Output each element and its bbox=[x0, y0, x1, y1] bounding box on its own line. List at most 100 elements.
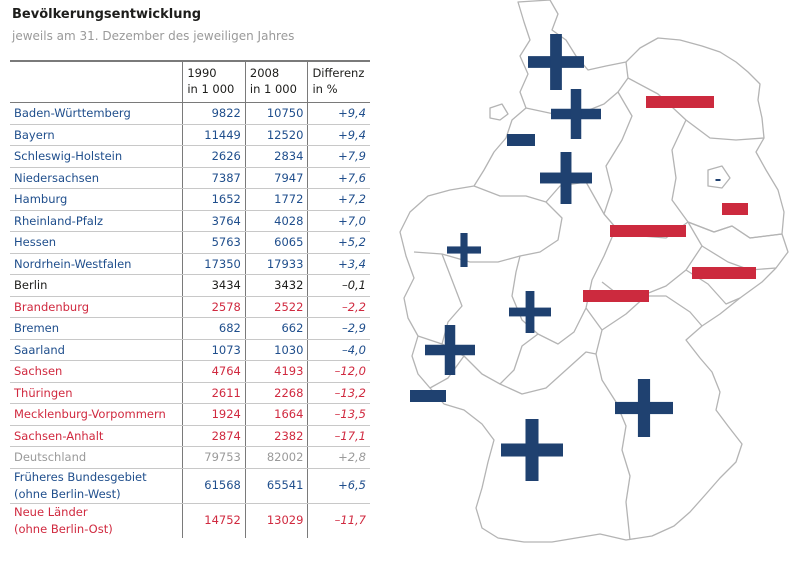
row-name: Brandenburg bbox=[10, 296, 184, 318]
value-diff: +7,2 bbox=[307, 188, 370, 211]
row-name-text: Berlin bbox=[14, 278, 48, 293]
row-name-text: Mecklenburg-Vorpommern bbox=[14, 407, 166, 422]
row-name: Niedersachsen bbox=[10, 167, 184, 189]
border-ni-st bbox=[603, 91, 633, 229]
chart-subtitle: jeweils am 31. Dezember des jeweiligen J… bbox=[12, 29, 295, 43]
value-2008: 2382 bbox=[245, 425, 309, 447]
value-1990: 17350 bbox=[182, 253, 246, 275]
value-2008: 1030 bbox=[245, 339, 309, 361]
value-diff: +2,8 bbox=[307, 446, 370, 469]
value-2008: 12520 bbox=[245, 124, 309, 146]
row-name-text: Brandenburg bbox=[14, 299, 90, 314]
row-name-text: Hamburg bbox=[14, 192, 68, 207]
row-name: Sachsen bbox=[10, 360, 184, 383]
border-bw-by bbox=[585, 307, 631, 541]
minus-symbol-saarland bbox=[410, 390, 446, 402]
border-st-bb bbox=[671, 119, 783, 239]
minus-symbol-mecklenburg-vorpommern bbox=[646, 96, 714, 108]
header-2008-year: 2008 bbox=[249, 66, 280, 80]
value-diff: +5,2 bbox=[307, 231, 370, 254]
value-1990: 5763 bbox=[182, 231, 246, 254]
value-2008: 65541 bbox=[245, 468, 309, 504]
value-1990: 9822 bbox=[182, 102, 246, 125]
minus-symbol-berlin bbox=[715, 179, 721, 181]
value-diff: –4,0 bbox=[307, 339, 370, 361]
row-name: Mecklenburg-Vorpommern bbox=[10, 403, 184, 426]
minus-symbol-bremen bbox=[507, 134, 535, 146]
value-diff: –11,7 bbox=[334, 513, 366, 527]
value-2008: 2268 bbox=[245, 382, 309, 404]
row-name-note: (ohne Berlin-Ost) bbox=[14, 521, 113, 536]
row-name: Bayern bbox=[10, 124, 184, 146]
table-row: Baden-Württemberg 9822 10750 +9,4 bbox=[10, 102, 370, 125]
plus-symbol-bayern bbox=[615, 379, 673, 437]
value-1990: 14752 bbox=[182, 503, 246, 538]
value-1990: 4764 bbox=[182, 360, 246, 383]
value-2008: 4028 bbox=[245, 210, 309, 232]
value-diff: –2,9 bbox=[307, 317, 370, 340]
row-name: Sachsen-Anhalt bbox=[10, 425, 184, 447]
row-name: Rheinland-Pfalz bbox=[10, 210, 184, 232]
row-name: Berlin bbox=[10, 274, 184, 297]
table-row: Nordrhein-Westfalen 17350 17933 +3,4 bbox=[10, 253, 370, 275]
border-hb-city bbox=[489, 103, 509, 121]
row-name: Deutschland bbox=[10, 446, 184, 469]
plus-symbol-baden-wuerttemberg bbox=[501, 419, 563, 481]
table-row: Mecklenburg-Vorpommern 1924 1664 –13,5 bbox=[10, 403, 370, 426]
row-name: Neue Länder (ohne Berlin-Ost) bbox=[10, 503, 184, 538]
value-1990: 7387 bbox=[182, 167, 246, 189]
value-diff: –0,1 bbox=[307, 274, 370, 297]
row-name-text: Neue Länder bbox=[14, 504, 88, 519]
value-diff: +9,4 bbox=[307, 102, 370, 125]
value-1990: 682 bbox=[182, 317, 246, 340]
germany-map bbox=[399, 0, 789, 543]
value-2008: 1772 bbox=[245, 188, 309, 211]
row-name: Schleswig-Holstein bbox=[10, 145, 184, 168]
germany-outline bbox=[399, 0, 789, 543]
table-row: Niedersachsen 7387 7947 +7,6 bbox=[10, 167, 370, 189]
value-diff: –13,5 bbox=[307, 403, 370, 426]
row-name: Nordrhein-Westfalen bbox=[10, 253, 184, 275]
row-name: Thüringen bbox=[10, 382, 184, 404]
table-row: Brandenburg 2578 2522 –2,2 bbox=[10, 296, 370, 318]
plus-symbol-hamburg bbox=[551, 89, 601, 139]
value-1990: 2626 bbox=[182, 145, 246, 168]
population-table: 1990 in 1 000 2008 in 1 000 Differenz in… bbox=[10, 60, 370, 538]
minus-symbol-thueringen bbox=[583, 290, 649, 302]
row-name-text: Rheinland-Pfalz bbox=[14, 213, 104, 228]
value-1990: 1924 bbox=[182, 403, 246, 426]
row-name: Früheres Bundesgebiet (ohne Berlin-West) bbox=[10, 468, 184, 504]
table-row: Bayern 11449 12520 +9,4 bbox=[10, 124, 370, 146]
row-name: Saarland bbox=[10, 339, 184, 361]
table-row: Sachsen-Anhalt 2874 2382 –17,1 bbox=[10, 425, 370, 447]
row-name-text: Saarland bbox=[14, 342, 65, 357]
row-name: Hessen bbox=[10, 231, 184, 254]
value-1990: 61568 bbox=[182, 468, 246, 504]
minus-symbol-sachsen-anhalt bbox=[610, 225, 686, 237]
table-row: Saarland 1073 1030 –4,0 bbox=[10, 339, 370, 361]
value-2008: 82002 bbox=[245, 446, 309, 469]
row-name-text: Nordrhein-Westfalen bbox=[14, 256, 132, 271]
value-1990: 2578 bbox=[182, 296, 246, 318]
header-2008: 2008 in 1 000 bbox=[245, 60, 309, 103]
border-by-n bbox=[601, 295, 703, 331]
row-name-text: Hessen bbox=[14, 235, 57, 250]
value-diff: –17,1 bbox=[307, 425, 370, 447]
plus-symbol-hessen bbox=[509, 291, 551, 333]
header-1990: 1990 in 1 000 bbox=[182, 60, 246, 103]
table-row: Hessen 5763 6065 +5,2 bbox=[10, 231, 370, 254]
header-diff-unit: in % bbox=[312, 82, 338, 96]
plus-symbol-rheinland-pfalz bbox=[425, 325, 475, 375]
value-diff: +7,9 bbox=[307, 145, 370, 168]
border-sn bbox=[685, 221, 783, 305]
value-1990: 11449 bbox=[182, 124, 246, 146]
row-name: Baden-Württemberg bbox=[10, 102, 184, 125]
row-name: Hamburg bbox=[10, 188, 184, 211]
value-1990: 3764 bbox=[182, 210, 246, 232]
border-bw-n bbox=[499, 351, 597, 395]
value-2008: 1664 bbox=[245, 403, 309, 426]
value-diff: –12,0 bbox=[307, 360, 370, 383]
row-name-text: Sachsen bbox=[14, 364, 63, 379]
header-1990-unit: in 1 000 bbox=[187, 82, 235, 96]
value-diff: –2,2 bbox=[307, 296, 370, 318]
